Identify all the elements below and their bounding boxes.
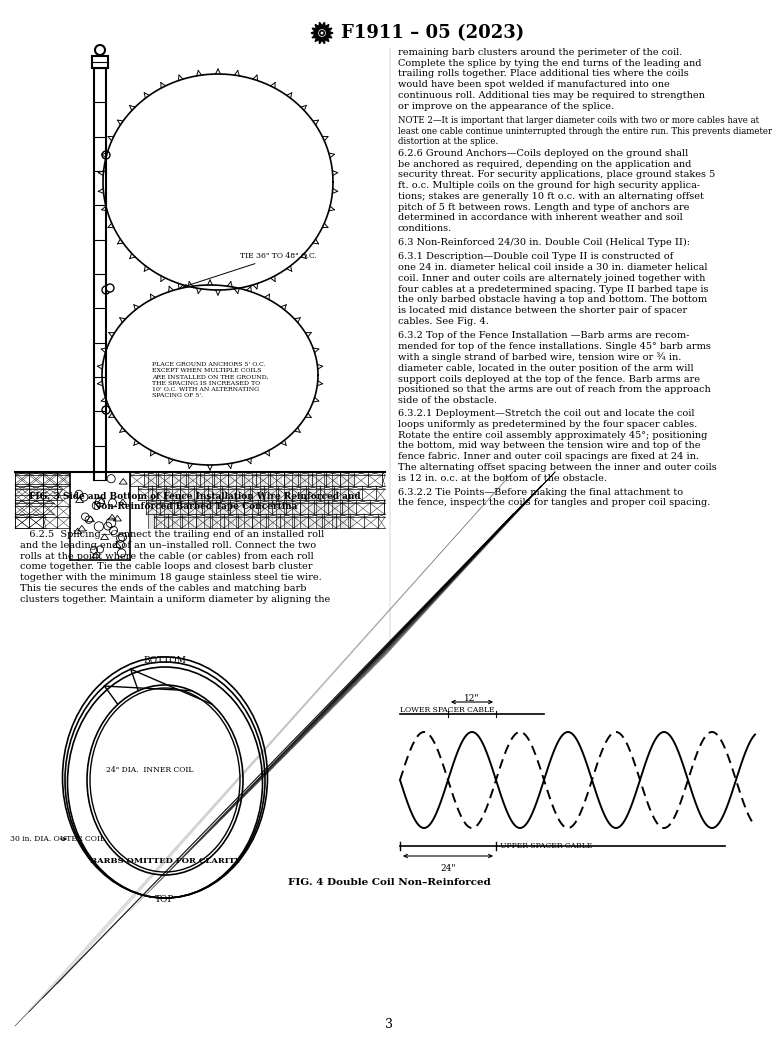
Text: 6.3.2 Top of the Fence Installation —Barb arms are recom-
mended for top of the : 6.3.2 Top of the Fence Installation —Bar… <box>398 331 711 405</box>
Text: 6.3.1 Description—Double coil Type II is constructed of
one 24 in. diameter heli: 6.3.1 Description—Double coil Type II is… <box>398 253 709 326</box>
Circle shape <box>102 151 110 159</box>
Circle shape <box>95 45 105 55</box>
Text: 6.2.6 Ground Anchors—Coils deployed on the ground shall
be anchored as required,: 6.2.6 Ground Anchors—Coils deployed on t… <box>398 149 715 233</box>
Circle shape <box>102 406 110 414</box>
Text: 6.3.2.2 Tie Points—Before making the final attachment to
the fence, inspect the : 6.3.2.2 Tie Points—Before making the fin… <box>398 487 710 507</box>
Text: 24": 24" <box>440 864 456 873</box>
Text: TIE 36" TO 48" O.C.: TIE 36" TO 48" O.C. <box>184 252 317 287</box>
Text: NOTE 2—It is important that larger diameter coils with two or more cables have a: NOTE 2—It is important that larger diame… <box>398 116 772 146</box>
Circle shape <box>321 31 324 34</box>
Text: FIG. 4 Double Coil Non–Reinforced: FIG. 4 Double Coil Non–Reinforced <box>288 878 490 887</box>
Text: TOP: TOP <box>156 895 175 904</box>
Circle shape <box>106 284 114 291</box>
Circle shape <box>319 30 325 36</box>
Text: PLACE GROUND ANCHORS 5' O.C.
EXCEPT WHEN MULTIPLE COILS
ARE INSTALLED ON THE GRO: PLACE GROUND ANCHORS 5' O.C. EXCEPT WHEN… <box>152 362 268 398</box>
Text: F1911 – 05 (2023): F1911 – 05 (2023) <box>341 24 524 42</box>
Text: BOTTOM: BOTTOM <box>144 656 187 665</box>
Polygon shape <box>311 22 333 44</box>
Text: 12": 12" <box>464 694 480 703</box>
Circle shape <box>318 29 326 36</box>
Text: 6.3 Non-Reinforced 24/30 in. Double Coil (Helical Type II):: 6.3 Non-Reinforced 24/30 in. Double Coil… <box>398 237 690 247</box>
Text: 30 in. DIA. OUTER COIL: 30 in. DIA. OUTER COIL <box>10 835 105 843</box>
Text: 6.2.5  Splicing—Connect the trailing end of an installed roll
and the leading en: 6.2.5 Splicing—Connect the trailing end … <box>20 530 330 604</box>
Circle shape <box>102 286 110 294</box>
Text: 24" DIA.  INNER COIL: 24" DIA. INNER COIL <box>107 766 194 775</box>
Text: UPPER SPACER CABLE: UPPER SPACER CABLE <box>500 842 592 850</box>
Text: 6.3.2.1 Deployment—Stretch the coil out and locate the coil
loops uniformly as p: 6.3.2.1 Deployment—Stretch the coil out … <box>398 409 717 483</box>
Text: Non-Reinforced Barbed Tape Concertina: Non-Reinforced Barbed Tape Concertina <box>93 502 297 511</box>
Text: remaining barb clusters around the perimeter of the coil.
Complete the splice by: remaining barb clusters around the perim… <box>398 48 705 110</box>
Text: BARBS OMITTED FOR CLARITY: BARBS OMITTED FOR CLARITY <box>90 857 241 865</box>
Bar <box>92 56 108 68</box>
Text: FIG. 3 Side and Bottom of Fence Installation Wire Reinforced and: FIG. 3 Side and Bottom of Fence Installa… <box>30 492 361 501</box>
Text: 3: 3 <box>385 1018 393 1031</box>
Text: LOWER SPACER CABLE: LOWER SPACER CABLE <box>400 706 495 714</box>
